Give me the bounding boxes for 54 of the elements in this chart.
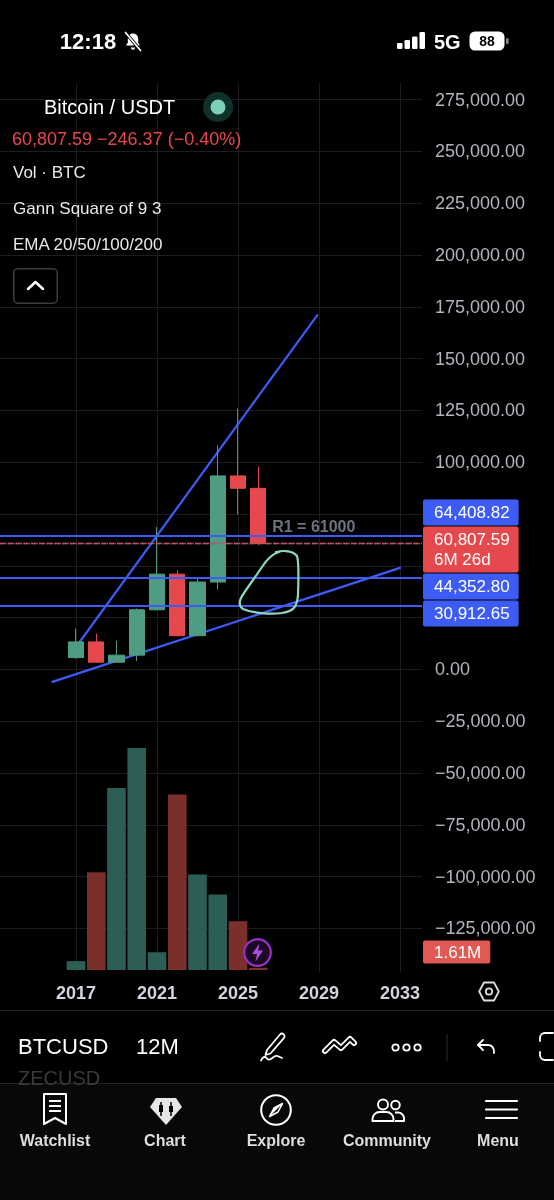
x-tick-label: 2017 [55,983,97,1003]
candlestick [230,407,246,516]
text: Chart [144,1132,186,1149]
text: 1.61M [434,942,482,962]
bar [147,952,167,970]
candlestick [129,608,145,662]
text: 60,807.59 −246.37 (−0.40%) [12,129,242,149]
x-tick-label: 2033 [380,983,421,1003]
y-tick-label: −100,000.00 [435,866,536,887]
y-tick-label: 0.00 [435,659,471,680]
annotation: EMA 20/50/100/200 [13,235,163,254]
ref-line-label: 64,408.82 [434,503,510,523]
bar [248,967,268,970]
y-tick-label: −50,000.00 [435,763,526,784]
x-tick-label: 2021 [137,983,178,1003]
y-tick-label: 175,000.00 [435,296,526,317]
text: BTCUSD [18,1034,109,1059]
candlestick [210,444,226,591]
candlestick [189,577,206,637]
x-tick-label: 2029 [299,983,340,1003]
candlestick [108,640,125,664]
text: ZECUSD [18,1067,101,1089]
candlestick [169,569,185,637]
candlestick [88,633,104,664]
text: Bitcoin / USDT [44,96,176,118]
y-tick-label: −125,000.00 [435,918,536,939]
y-tick-label: −75,000.00 [435,814,526,835]
y-tick-label: −25,000.00 [435,711,526,732]
y-tick-label: 150,000.00 [435,348,526,369]
y-tick-label: 100,000.00 [435,452,526,473]
y-tick-label: 275,000.00 [435,89,526,110]
text: Community [343,1132,431,1149]
ref-line-label: 30,912.65 [434,604,510,624]
bar [66,961,86,970]
y-tick-label: 225,000.00 [435,193,526,214]
text: 12:18 [59,29,117,54]
annotation: Vol · BTC [13,163,86,182]
y-tick-label: 125,000.00 [435,400,526,421]
y-tick-label: 200,000.00 [435,245,526,265]
text: 5G [434,31,461,53]
ref-line-label: R1 = 61000 [272,517,356,535]
x-tick-label: 2025 [218,983,259,1003]
ref-line-label: 60,807.59 6M 26d [434,530,510,570]
y-tick-label: 250,000.00 [435,141,526,162]
text: 12M [136,1034,179,1059]
text: Watchlist [19,1132,91,1149]
text: 88 [479,33,495,49]
candlestick [68,628,84,660]
annotation: Gann Square of 9 3 [13,199,162,218]
text: Menu [477,1132,519,1149]
ref-line-label: 44,352.80 [434,577,510,597]
bar [167,794,187,970]
text: Explore [246,1132,306,1149]
bar [86,872,106,970]
